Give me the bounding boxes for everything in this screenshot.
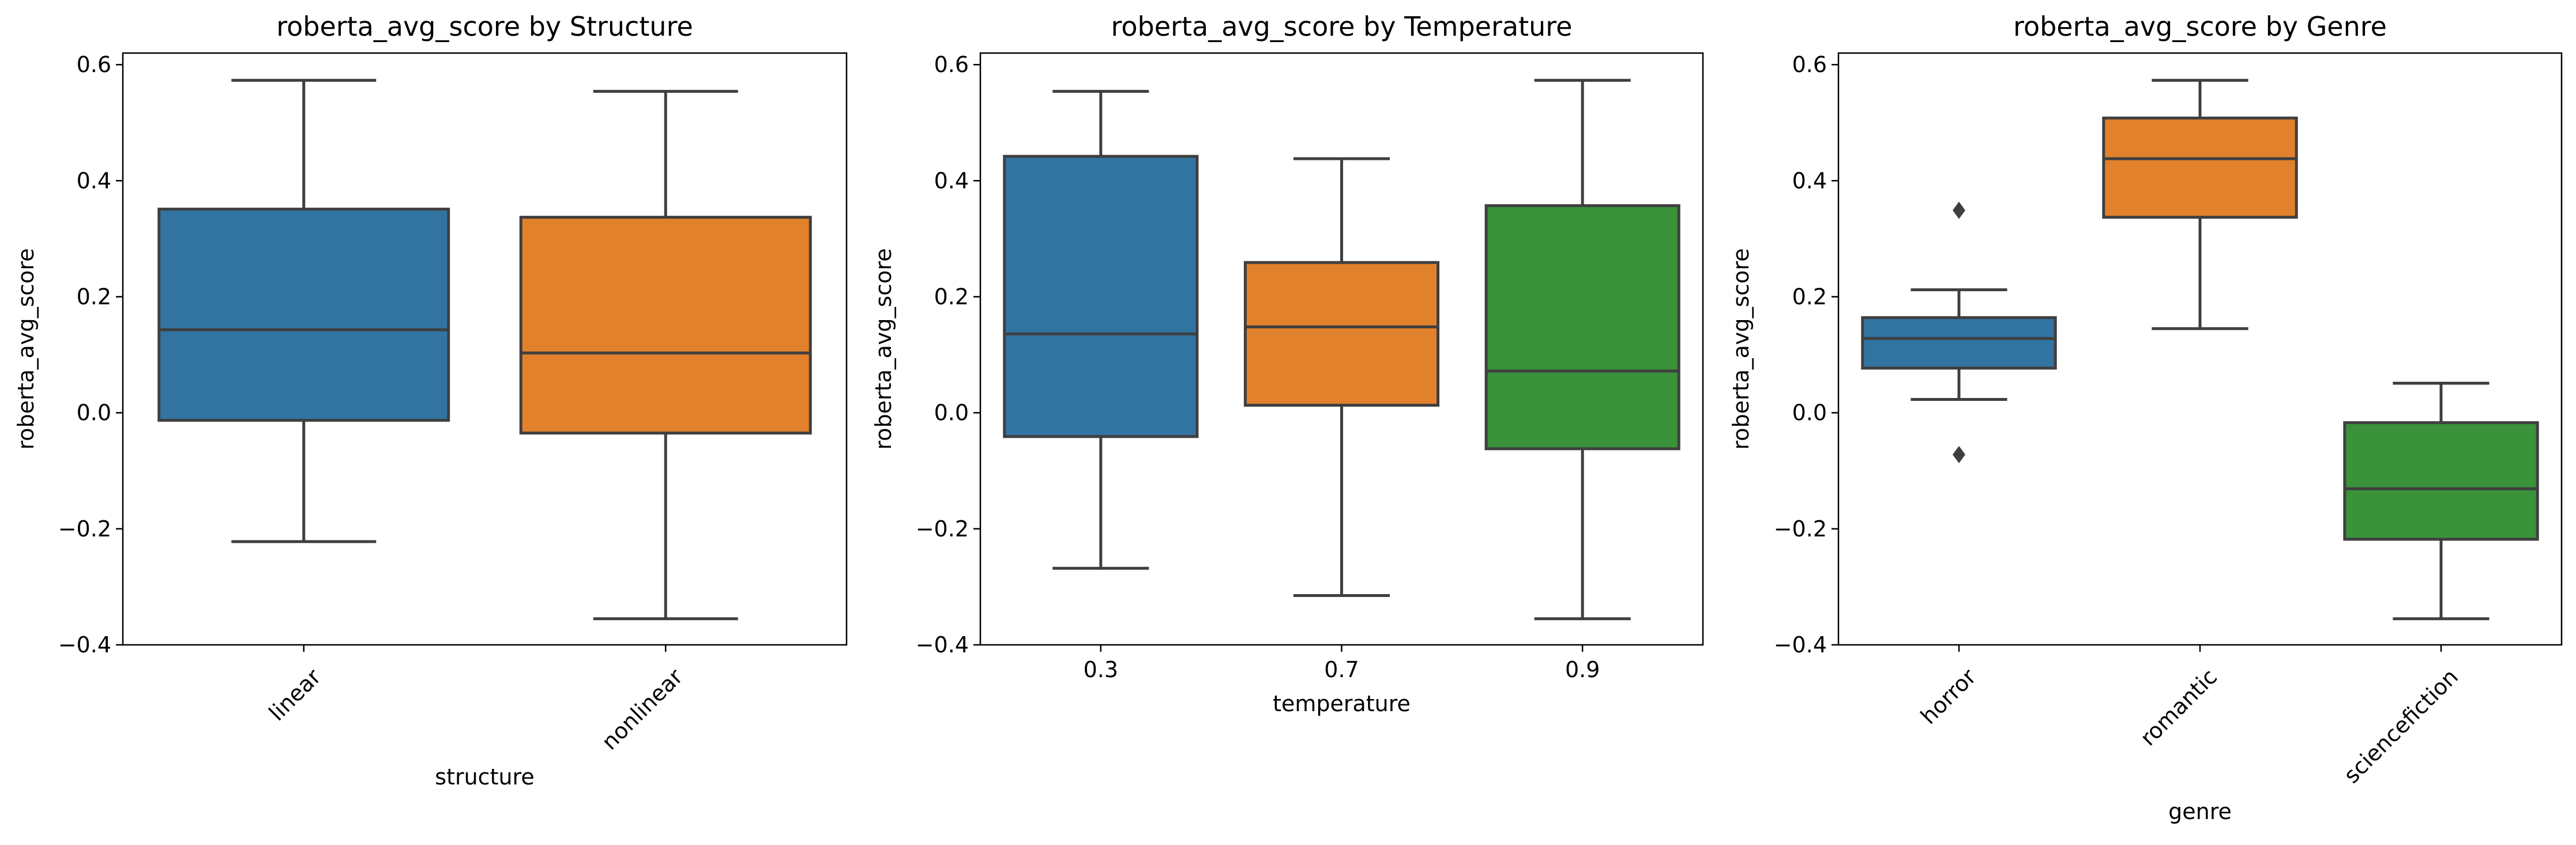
y-tick-label: −0.2 [916, 516, 969, 542]
y-tick-label: 0.0 [1792, 400, 1827, 426]
y-tick-label: −0.4 [916, 632, 969, 658]
chart-title: roberta_avg_score by Genre [2013, 11, 2387, 42]
y-tick-label: −0.2 [58, 516, 111, 542]
y-tick-label: 0.4 [1792, 168, 1827, 193]
chart-panel-2: −0.4 −0.2 0.0 0.2 0.4 0.6 0.3 0.7 0.9 roberta_avg… [871, 11, 1704, 716]
y-tick-label: 0.2 [77, 284, 111, 309]
box-0.7 [1243, 157, 1440, 597]
y-tick-label: −0.2 [1774, 516, 1827, 542]
axes-frame [122, 52, 848, 646]
outlier-point [1953, 201, 1965, 219]
x-axis-label: genre [2168, 799, 2232, 824]
box-horror [1861, 201, 2057, 464]
y-tick-label: −0.4 [58, 632, 111, 658]
x-tick-label: nonlinear [597, 664, 688, 755]
box-iqr [1861, 316, 2057, 370]
y-tick-label: 0.6 [934, 52, 969, 77]
box-0.3 [1003, 89, 1199, 570]
box-sciencefiction [2343, 381, 2539, 621]
y-tick-label: 0.6 [1792, 52, 1827, 77]
x-tick-label: sciencefiction [2339, 664, 2463, 788]
y-axis-label: roberta_avg_score [1728, 248, 1754, 449]
x-axis-label: structure [435, 764, 534, 790]
box-iqr [2102, 117, 2298, 219]
x-tick-label: romantic [2135, 664, 2222, 750]
y-tick-label: 0.0 [934, 400, 969, 426]
chart-title: roberta_avg_score by Temperature [1111, 11, 1573, 42]
box-0.9 [1484, 78, 1680, 621]
box-iqr [2343, 421, 2539, 541]
chart-panel-1: −0.4 −0.2 0.0 0.2 0.4 0.6 linear nonlinear rober… [13, 11, 848, 790]
box-romantic [2102, 78, 2298, 331]
x-tick-label: linear [264, 664, 326, 726]
x-tick-label: horror [1916, 664, 1981, 729]
box-iqr [1484, 204, 1680, 450]
x-tick-label: 0.7 [1324, 657, 1359, 682]
y-tick-label: −0.4 [1774, 632, 1827, 658]
outlier-point [1953, 446, 1965, 464]
x-tick-label: 0.3 [1084, 657, 1118, 682]
y-tick-label: 0.4 [934, 168, 969, 193]
y-tick-label: 0.4 [77, 168, 111, 193]
y-tick-label: 0.2 [934, 284, 969, 309]
box-iqr [1243, 261, 1440, 407]
y-axis-label: roberta_avg_score [871, 248, 896, 449]
box-nonlinear [519, 89, 812, 621]
y-tick-label: 0.0 [77, 400, 111, 426]
chart-panel-3: −0.4 −0.2 0.0 0.2 0.4 0.6 horror romantic scienc… [1728, 11, 2563, 824]
box-iqr [519, 216, 812, 435]
box-linear [157, 78, 450, 543]
chart-title: roberta_avg_score by Structure [276, 11, 693, 42]
x-axis-label: temperature [1273, 691, 1411, 716]
x-tick-label: 0.9 [1565, 657, 1600, 682]
y-tick-label: 0.6 [77, 52, 111, 77]
box-iqr [157, 208, 450, 422]
y-axis-label: roberta_avg_score [13, 248, 39, 449]
y-tick-label: 0.2 [1792, 284, 1827, 309]
box-iqr [1003, 155, 1199, 438]
